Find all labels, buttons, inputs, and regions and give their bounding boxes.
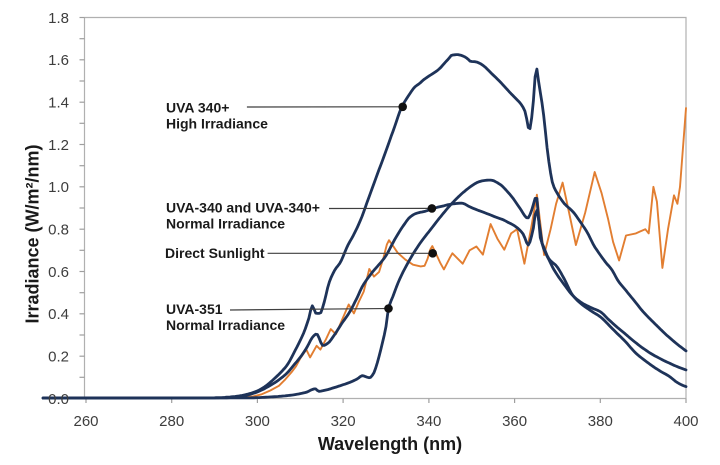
svg-text:UVA-340 and UVA-340+: UVA-340 and UVA-340+ bbox=[166, 200, 320, 216]
svg-text:360: 360 bbox=[502, 413, 527, 430]
svg-text:High Irradiance: High Irradiance bbox=[166, 116, 268, 132]
svg-text:1.8: 1.8 bbox=[48, 10, 69, 27]
svg-text:Normal Irradiance: Normal Irradiance bbox=[166, 216, 285, 232]
svg-text:0.8: 0.8 bbox=[48, 222, 69, 239]
svg-text:1.6: 1.6 bbox=[48, 52, 69, 69]
svg-text:400: 400 bbox=[673, 413, 698, 430]
svg-text:1.0: 1.0 bbox=[48, 179, 69, 196]
svg-text:1.4: 1.4 bbox=[48, 95, 69, 112]
svg-text:Normal Irradiance: Normal Irradiance bbox=[166, 317, 285, 333]
svg-text:300: 300 bbox=[245, 413, 270, 430]
svg-text:340: 340 bbox=[416, 413, 441, 430]
svg-text:Irradiance (W/m²/nm): Irradiance (W/m²/nm) bbox=[23, 144, 43, 323]
svg-text:0.4: 0.4 bbox=[48, 306, 69, 323]
svg-text:0.2: 0.2 bbox=[48, 349, 69, 366]
svg-text:0.0: 0.0 bbox=[48, 391, 69, 408]
svg-text:Wavelength (nm): Wavelength (nm) bbox=[318, 434, 462, 454]
svg-text:260: 260 bbox=[73, 413, 98, 430]
svg-text:320: 320 bbox=[331, 413, 356, 430]
svg-text:0.6: 0.6 bbox=[48, 264, 69, 281]
svg-text:1.2: 1.2 bbox=[48, 137, 69, 154]
svg-text:UVA 340+: UVA 340+ bbox=[166, 100, 229, 116]
svg-text:380: 380 bbox=[588, 413, 613, 430]
svg-text:280: 280 bbox=[159, 413, 184, 430]
svg-text:Direct Sunlight: Direct Sunlight bbox=[165, 245, 265, 261]
svg-text:UVA-351: UVA-351 bbox=[166, 301, 223, 317]
